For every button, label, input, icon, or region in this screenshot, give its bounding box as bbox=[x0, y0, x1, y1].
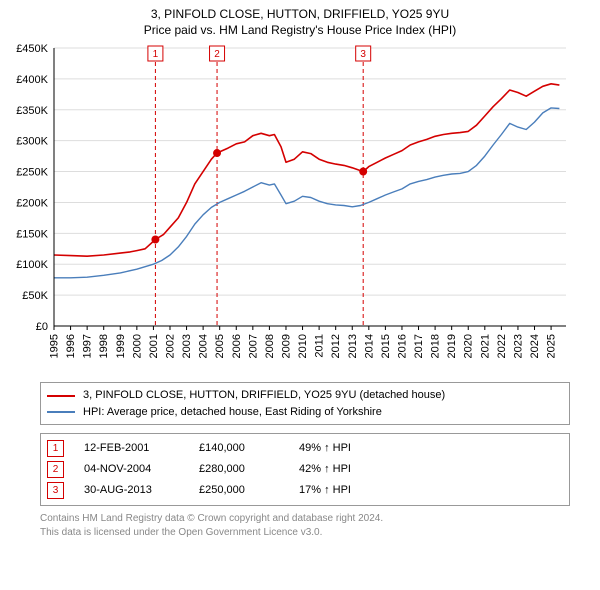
event-row: 3 30-AUG-2013 £250,000 17% ↑ HPI bbox=[47, 480, 563, 501]
svg-text:2007: 2007 bbox=[247, 334, 259, 358]
svg-text:1998: 1998 bbox=[98, 334, 110, 358]
svg-text:£400K: £400K bbox=[16, 74, 48, 86]
svg-text:2: 2 bbox=[214, 49, 220, 60]
svg-text:£300K: £300K bbox=[16, 136, 48, 148]
svg-text:2006: 2006 bbox=[231, 334, 243, 358]
legend-row: 3, PINFOLD CLOSE, HUTTON, DRIFFIELD, YO2… bbox=[47, 387, 563, 404]
svg-text:2018: 2018 bbox=[430, 334, 442, 358]
event-delta: 49% ↑ HPI bbox=[299, 438, 351, 459]
svg-text:2009: 2009 bbox=[280, 334, 292, 358]
svg-text:1995: 1995 bbox=[49, 334, 61, 358]
svg-text:3: 3 bbox=[360, 49, 366, 60]
svg-text:2012: 2012 bbox=[330, 334, 342, 358]
event-price: £140,000 bbox=[199, 438, 279, 459]
svg-text:2002: 2002 bbox=[164, 334, 176, 358]
event-date: 30-AUG-2013 bbox=[84, 480, 179, 501]
svg-text:2023: 2023 bbox=[512, 334, 524, 358]
svg-text:2004: 2004 bbox=[198, 334, 210, 358]
event-date: 04-NOV-2004 bbox=[84, 459, 179, 480]
svg-text:2014: 2014 bbox=[363, 334, 375, 358]
legend-label: HPI: Average price, detached house, East… bbox=[83, 404, 382, 421]
attribution-footer: Contains HM Land Registry data © Crown c… bbox=[40, 512, 570, 539]
svg-text:2016: 2016 bbox=[396, 334, 408, 358]
footer-line: Contains HM Land Registry data © Crown c… bbox=[40, 512, 570, 526]
svg-text:2024: 2024 bbox=[529, 334, 541, 358]
svg-text:£150K: £150K bbox=[16, 229, 48, 241]
legend-row: HPI: Average price, detached house, East… bbox=[47, 404, 563, 421]
svg-text:1999: 1999 bbox=[115, 334, 127, 358]
svg-text:2005: 2005 bbox=[214, 334, 226, 358]
svg-text:£0: £0 bbox=[36, 321, 48, 333]
event-price: £250,000 bbox=[199, 480, 279, 501]
svg-text:2010: 2010 bbox=[297, 334, 309, 358]
svg-text:£250K: £250K bbox=[16, 167, 48, 179]
event-delta: 42% ↑ HPI bbox=[299, 459, 351, 480]
svg-text:£200K: £200K bbox=[16, 198, 48, 210]
event-row: 1 12-FEB-2001 £140,000 49% ↑ HPI bbox=[47, 438, 563, 459]
svg-text:2017: 2017 bbox=[413, 334, 425, 358]
svg-text:2019: 2019 bbox=[446, 334, 458, 358]
svg-text:2011: 2011 bbox=[314, 334, 326, 358]
svg-text:2000: 2000 bbox=[131, 334, 143, 358]
legend-box: 3, PINFOLD CLOSE, HUTTON, DRIFFIELD, YO2… bbox=[40, 382, 570, 425]
legend-swatch bbox=[47, 411, 75, 413]
svg-text:£450K: £450K bbox=[16, 44, 48, 55]
svg-text:1996: 1996 bbox=[65, 334, 77, 358]
event-marker: 1 bbox=[47, 440, 64, 457]
event-row: 2 04-NOV-2004 £280,000 42% ↑ HPI bbox=[47, 459, 563, 480]
legend-label: 3, PINFOLD CLOSE, HUTTON, DRIFFIELD, YO2… bbox=[83, 387, 445, 404]
event-date: 12-FEB-2001 bbox=[84, 438, 179, 459]
svg-text:£100K: £100K bbox=[16, 260, 48, 272]
svg-text:2013: 2013 bbox=[347, 334, 359, 358]
svg-text:2001: 2001 bbox=[148, 334, 160, 358]
svg-text:2008: 2008 bbox=[264, 334, 276, 358]
line-chart: £0 £50K £100K £150K £200K £250K £300K £350K £400… bbox=[10, 44, 590, 374]
svg-text:1: 1 bbox=[153, 49, 159, 60]
svg-text:2022: 2022 bbox=[496, 334, 508, 358]
svg-text:£350K: £350K bbox=[16, 105, 48, 117]
svg-text:2021: 2021 bbox=[479, 334, 491, 358]
footer-line: This data is licensed under the Open Gov… bbox=[40, 526, 570, 540]
svg-text:1997: 1997 bbox=[82, 334, 94, 358]
svg-text:£50K: £50K bbox=[22, 290, 48, 302]
event-delta: 17% ↑ HPI bbox=[299, 480, 351, 501]
svg-text:2003: 2003 bbox=[181, 334, 193, 358]
events-box: 1 12-FEB-2001 £140,000 49% ↑ HPI 2 04-NOV-200… bbox=[40, 433, 570, 506]
figure-container: 3, PINFOLD CLOSE, HUTTON, DRIFFIELD, YO2… bbox=[0, 0, 600, 590]
svg-text:2020: 2020 bbox=[463, 334, 475, 358]
chart-subtitle: Price paid vs. HM Land Registry's House … bbox=[10, 22, 590, 38]
legend-swatch bbox=[47, 395, 75, 397]
svg-text:2015: 2015 bbox=[380, 334, 392, 358]
event-marker: 2 bbox=[47, 461, 64, 478]
event-marker: 3 bbox=[47, 482, 64, 499]
chart-title: 3, PINFOLD CLOSE, HUTTON, DRIFFIELD, YO2… bbox=[10, 6, 590, 22]
chart-svg: £0 £50K £100K £150K £200K £250K £300K £350K £400… bbox=[10, 44, 570, 374]
svg-text:2025: 2025 bbox=[546, 334, 558, 358]
event-price: £280,000 bbox=[199, 459, 279, 480]
